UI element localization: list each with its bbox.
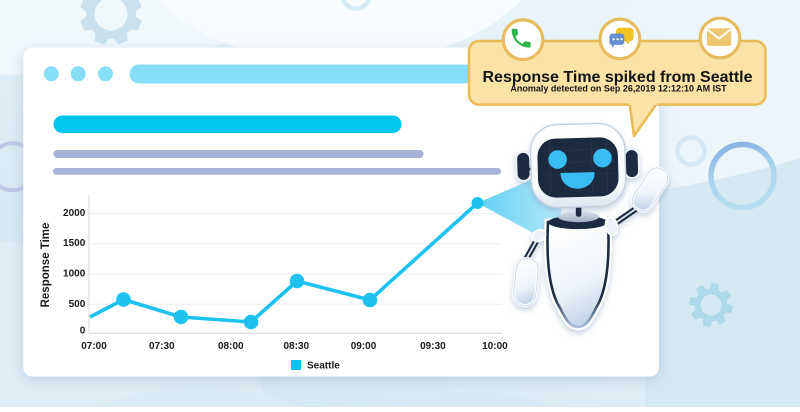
svg-text:1000: 1000 [63, 269, 86, 280]
svg-text:08:30: 08:30 [284, 341, 310, 352]
svg-text:09:00: 09:00 [351, 341, 377, 352]
svg-text:500: 500 [69, 299, 86, 310]
svg-text:Anomaly detected on Sep 26,201: Anomaly detected on Sep 26,2019 12:12:10… [510, 83, 727, 93]
svg-text:Seattle: Seattle [307, 360, 340, 371]
svg-text:Response Time: Response Time [40, 223, 52, 308]
svg-text:07:00: 07:00 [81, 341, 107, 352]
svg-text:2000: 2000 [63, 208, 86, 219]
svg-text:07:30: 07:30 [149, 341, 175, 352]
svg-text:1500: 1500 [63, 238, 86, 249]
svg-text:08:00: 08:00 [218, 341, 244, 352]
svg-text:10:00: 10:00 [482, 341, 508, 352]
svg-text:09:30: 09:30 [420, 341, 446, 352]
svg-text:0: 0 [80, 325, 86, 336]
